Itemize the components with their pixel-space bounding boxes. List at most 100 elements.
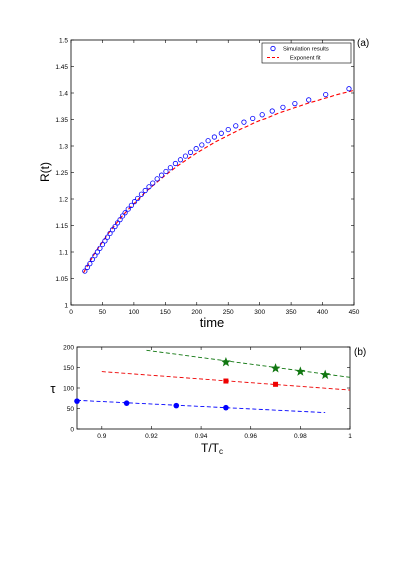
- exponent-fit-line: [83, 89, 355, 273]
- simulation-point: [154, 176, 160, 182]
- legend-entry-fit: Exponent fit: [290, 56, 321, 62]
- y-tick-label: 1.15: [55, 223, 68, 230]
- panel-b-label: (b): [354, 347, 366, 358]
- y-tick-label: 200: [63, 344, 74, 351]
- simulation-point: [199, 142, 205, 148]
- simulation-point: [89, 256, 95, 263]
- y-tick-label: 1.45: [55, 64, 68, 71]
- x-tick-label: 1: [348, 433, 352, 440]
- legend-marker-circle: [270, 45, 276, 52]
- x-tick-label: 350: [286, 309, 297, 316]
- panel-a: 0 50 100 150 200 250 300 350 400 450 1 1.05 1.1 1.15 1…: [38, 37, 369, 330]
- x-tick-label: 200: [191, 309, 202, 316]
- simulation-point: [87, 261, 93, 267]
- simulation-point: [99, 241, 106, 248]
- data-point-circle: [223, 404, 229, 411]
- simulation-point: [119, 213, 126, 219]
- simulation-point: [346, 86, 352, 92]
- x-tick-label: 50: [99, 309, 107, 316]
- simulation-point: [323, 91, 329, 98]
- simulation-point: [107, 230, 113, 237]
- x-tick-label: 0.94: [195, 433, 208, 440]
- simulation-point: [97, 245, 103, 251]
- legend-box: [261, 42, 352, 64]
- y-tick-label: 0: [70, 426, 74, 433]
- y-tick-label: 1.25: [55, 170, 68, 177]
- simulation-point: [117, 217, 123, 223]
- simulation-points: [82, 86, 352, 274]
- simulation-point: [82, 268, 88, 274]
- data-point-circle: [74, 398, 80, 404]
- simulation-point: [306, 97, 312, 103]
- y-tick-label: 1.3: [59, 143, 68, 150]
- simulation-point: [94, 249, 101, 255]
- simulation-point: [109, 227, 116, 233]
- simulation-point: [187, 149, 194, 155]
- simulation-point: [135, 195, 141, 202]
- y-tick-label: 1: [64, 302, 68, 309]
- x-tick-label: 150: [160, 309, 171, 316]
- simulation-point: [225, 126, 231, 133]
- data-point-circle: [123, 400, 130, 406]
- simulation-point: [218, 130, 224, 136]
- simulation-point: [150, 180, 156, 186]
- x-tick-label: 450: [349, 309, 360, 316]
- simulation-point: [122, 210, 128, 216]
- simulation-point: [112, 223, 118, 230]
- exponent-fit-curve: [83, 89, 355, 273]
- data-point-star: [320, 369, 331, 380]
- simulation-point: [167, 165, 173, 171]
- simulation-point: [114, 220, 121, 226]
- x-tick-label: 250: [223, 309, 234, 316]
- simulation-point: [280, 104, 286, 110]
- simulation-point: [131, 199, 138, 205]
- simulation-point: [125, 206, 131, 212]
- simulation-point: [92, 253, 98, 259]
- simulation-point: [138, 191, 145, 197]
- y-tick-label: 150: [63, 365, 74, 372]
- data-point-star: [295, 366, 306, 376]
- y-tick-label: 1.1: [59, 249, 68, 256]
- data-point-circle: [173, 402, 180, 409]
- x-tick-label: 0.96: [244, 433, 257, 440]
- x-tick-label: 0.98: [294, 433, 307, 440]
- simulation-point: [205, 138, 211, 144]
- panel-a-label: (a): [357, 38, 369, 49]
- x-tick-label: 300: [254, 309, 265, 316]
- simulation-point: [259, 112, 265, 118]
- panel-a-ylabel: R(t): [38, 162, 52, 182]
- y-tick-label: 1.2: [59, 196, 68, 203]
- x-tick-label: 0.92: [145, 433, 158, 440]
- simulation-point: [102, 238, 108, 244]
- x-tick-label: 0.9: [97, 433, 106, 440]
- data-point-star: [220, 356, 231, 367]
- simulation-point: [292, 101, 298, 107]
- simulation-point: [158, 172, 165, 178]
- legend: Simulation results Exponent fit: [261, 42, 352, 64]
- simulation-point: [211, 134, 217, 140]
- panel-b-ticks: 0.9 0.92 0.94 0.96 0.98 1 0 50 100 150 200: [63, 344, 352, 440]
- y-tick-label: 1.35: [55, 117, 68, 124]
- simulation-point: [146, 184, 152, 190]
- simulation-point: [172, 160, 178, 167]
- data-point-square: [223, 378, 229, 384]
- x-tick-label: 100: [128, 309, 139, 316]
- y-tick-label: 100: [63, 385, 74, 392]
- panel-b-xlabel: T/Tc: [201, 441, 223, 456]
- panel-b-fit-lines: [76, 349, 351, 414]
- legend-entry-simulation: Simulation results: [283, 47, 329, 53]
- y-tick-label: 1.5: [59, 37, 68, 44]
- simulation-point: [269, 108, 275, 114]
- y-tick-label: 1.4: [59, 90, 68, 97]
- simulation-point: [193, 146, 199, 152]
- panel-a-frame: [70, 39, 355, 306]
- simulation-point: [182, 153, 189, 159]
- simulation-point: [163, 168, 169, 175]
- y-tick-label: 50: [67, 406, 75, 413]
- simulation-point: [142, 187, 148, 194]
- fit-line: [146, 349, 351, 378]
- simulation-point: [241, 119, 247, 125]
- xlabel-subscript: c: [219, 447, 223, 456]
